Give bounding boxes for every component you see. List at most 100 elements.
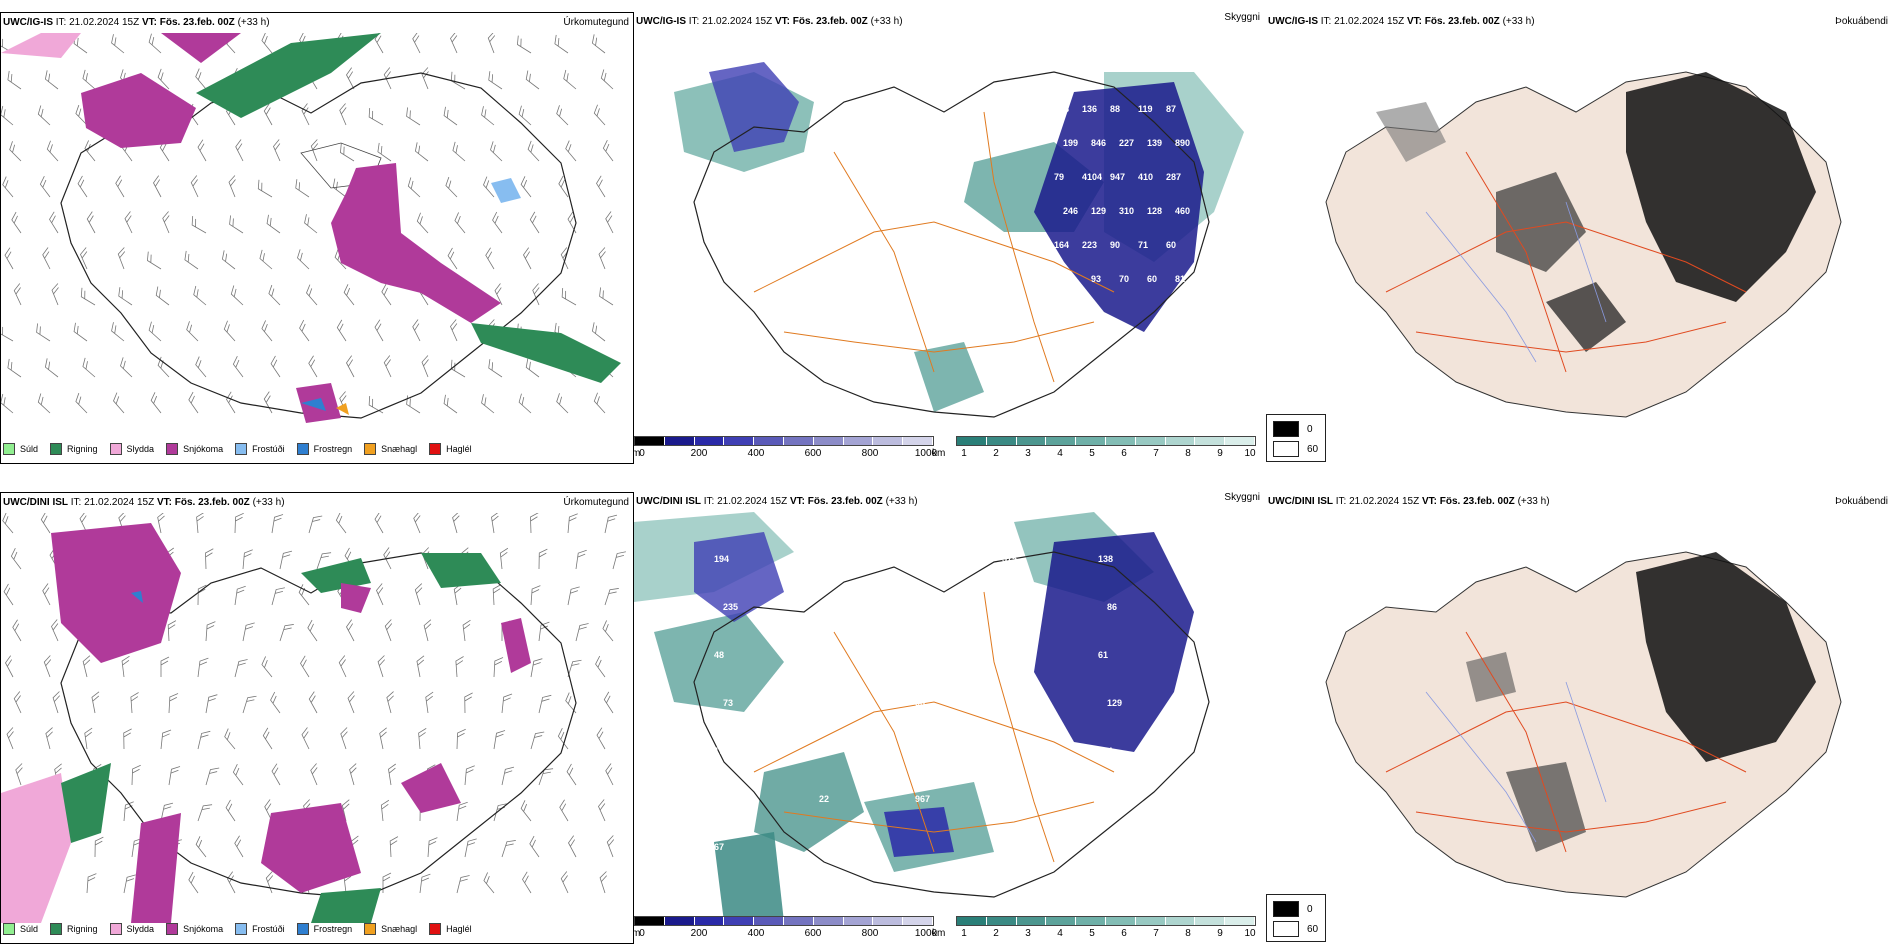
ceiling-value-label: 96 <box>915 698 925 708</box>
ceiling-value-label: 71 <box>1138 240 1148 250</box>
rain-area <box>471 323 621 383</box>
model-name: UWC/DINI ISL <box>1268 496 1333 507</box>
ceiling-value-label: 194 <box>714 554 729 564</box>
wind-barb <box>160 802 174 822</box>
ceiling-value-label: 846 <box>1091 138 1106 148</box>
wind-barb <box>230 285 244 306</box>
wind-barb <box>421 67 429 90</box>
wind-barb <box>530 658 543 678</box>
wind-barb <box>488 71 503 90</box>
valid-time: Fös. 23.feb. 00Z <box>792 16 868 27</box>
snow-pellets <box>336 403 349 415</box>
wind-barb <box>377 142 392 162</box>
wind-barb <box>341 799 350 822</box>
precip-legend: Súld Rigning Slydda Snjókoma Frostúði Fr… <box>3 439 472 459</box>
wind-barb <box>310 763 318 786</box>
wind-barb <box>491 513 500 534</box>
wind-barb <box>538 548 548 570</box>
fog-label: 0 <box>1307 903 1313 915</box>
visibility-tick: 5 <box>1089 928 1095 939</box>
wind-barb <box>488 359 503 378</box>
ceiling-value-label: 176 <box>714 746 729 756</box>
wind-barb <box>195 68 207 90</box>
wind-barb <box>565 692 577 714</box>
legend-swatch <box>166 923 179 935</box>
wind-barb <box>493 657 504 678</box>
ceiling-value-label: 223 <box>1082 240 1097 250</box>
wind-barb <box>295 179 310 198</box>
init-time: IT: 21.02.2024 15Z <box>688 16 773 27</box>
ceiling-value-label: 138 <box>1098 554 1113 564</box>
wind-barb <box>565 140 577 162</box>
wind-barb <box>242 549 253 570</box>
ceiling-value-label: 482 <box>810 650 825 660</box>
valid-time: Fös. 23.feb. 00Z <box>1424 16 1500 27</box>
wind-barb <box>523 247 532 270</box>
rain-area <box>311 888 381 923</box>
ceiling-colorbar: 0 200 400 600 800 1000 m <box>634 916 937 942</box>
wind-barb <box>234 835 244 858</box>
wind-barb <box>168 766 181 786</box>
wind-barb <box>421 355 429 378</box>
visibility-map-bottom: 194 151 89 575 138 235 132 103 69 86 48 482 410 88 61 7… <box>634 512 1210 922</box>
valid-time: Fös. 23.feb. 00Z <box>174 497 250 508</box>
wind-barb <box>94 836 104 858</box>
wind-barb <box>575 549 587 570</box>
iceland-coastline <box>693 551 1210 898</box>
wind-barb <box>5 655 14 678</box>
wind-barb <box>596 727 606 750</box>
wind-barb <box>259 249 273 270</box>
valid-time-label: VT: <box>789 496 805 507</box>
wind-barb <box>197 804 213 822</box>
visibility-tick: 2 <box>993 448 999 459</box>
ceiling-tick: 600 <box>804 928 822 939</box>
iceland-coastline <box>60 552 577 899</box>
legend-item: Slydda <box>109 443 154 455</box>
wind-barb <box>414 142 429 162</box>
visibility-tick: 2 <box>993 928 999 939</box>
legend-swatch <box>364 923 377 935</box>
ceiling-area <box>694 532 784 622</box>
road-network <box>1385 151 1747 373</box>
legend-item: Rigning <box>50 443 98 455</box>
wind-barb <box>532 283 540 306</box>
wind-barb <box>123 728 132 750</box>
wind-barb <box>273 139 281 162</box>
wind-barb <box>450 319 458 342</box>
wind-barb <box>538 768 554 786</box>
wind-barb <box>82 357 96 378</box>
wind-barb <box>235 139 244 162</box>
legend-swatch <box>50 923 63 935</box>
ceiling-area <box>884 807 954 857</box>
ceiling-value-label: 139 <box>1147 138 1162 148</box>
river-network <box>1425 681 1607 843</box>
wind-barb <box>383 67 392 90</box>
wind-barb <box>15 763 23 786</box>
wind-barb <box>598 799 606 822</box>
ceiling-tick: 0 <box>639 928 645 939</box>
fog-panel-bottom: UWC/DINI ISL IT: 21.02.2024 15Z VT: Fös.… <box>1266 492 1900 942</box>
valid-time-label: VT: <box>774 16 790 27</box>
legend-label: Frostregn <box>313 924 353 934</box>
fog-area <box>1376 102 1446 162</box>
wind-barb <box>602 620 614 642</box>
visibility-unit: km <box>932 928 946 939</box>
snow-area <box>331 163 501 323</box>
wind-barb <box>427 837 438 858</box>
wind-barb <box>379 727 387 750</box>
legend-item: Snjókoma <box>166 923 223 935</box>
wind-barb <box>301 727 310 750</box>
wind-barb <box>529 211 540 234</box>
legend-swatch <box>109 443 122 455</box>
panel-title: Úrkomutegund <box>563 17 629 28</box>
panel-title: Skyggni <box>1224 492 1260 503</box>
visibility-colorbar: 1 2 3 4 5 6 7 8 9 10 km <box>932 436 1256 462</box>
wind-barb <box>196 513 205 534</box>
ceiling-value-label: 87 <box>1166 104 1176 114</box>
panel-header: UWC/IG-IS IT: 21.02.2024 15Z VT: Fös. 23… <box>1268 16 1896 30</box>
wind-barb <box>37 105 51 126</box>
visibility-tick: 4 <box>1057 448 1063 459</box>
legend-label: Súld <box>20 444 39 454</box>
fog-label: 0 <box>1307 423 1313 435</box>
wind-barb <box>604 514 618 534</box>
